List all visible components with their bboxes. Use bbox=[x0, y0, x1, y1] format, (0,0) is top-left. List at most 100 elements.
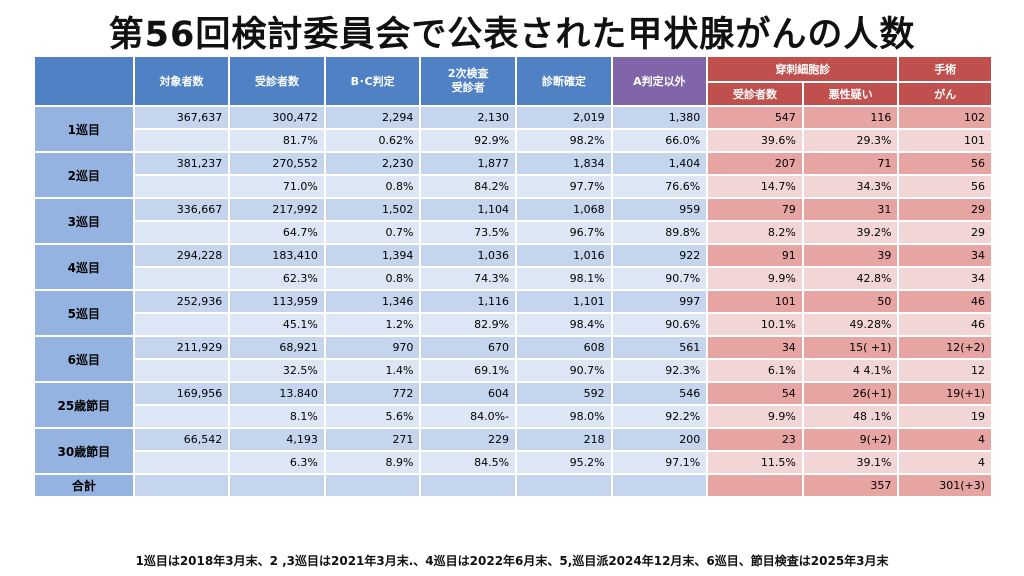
screening-table: 対象者数 受診者数 B･C判定 2次検査 受診者 診断確定 A判定以外 穿刺細胞… bbox=[33, 55, 993, 498]
rate-cell: 84.2% bbox=[421, 176, 516, 197]
count-cell: 670 bbox=[421, 337, 516, 358]
rate-cell: 82.9% bbox=[421, 314, 516, 335]
count-cell: 4 bbox=[899, 429, 991, 450]
count-cell: 26(+1) bbox=[803, 383, 898, 404]
rate-cell: 9.9% bbox=[708, 268, 802, 289]
count-cell: 79 bbox=[708, 199, 802, 220]
total-label: 合計 bbox=[35, 475, 133, 496]
rate-cell: 46 bbox=[899, 314, 991, 335]
count-cell: 1,036 bbox=[421, 245, 516, 266]
rate-cell: 45.1% bbox=[230, 314, 324, 335]
count-cell: 23 bbox=[708, 429, 802, 450]
count-cell: 561 bbox=[612, 337, 707, 358]
rate-cell: 98.0% bbox=[517, 406, 611, 427]
round-label: 4巡目 bbox=[35, 245, 133, 289]
count-cell: 1,394 bbox=[325, 245, 420, 266]
rate-cell: 98.2% bbox=[517, 130, 611, 151]
count-cell: 34 bbox=[708, 337, 802, 358]
count-cell: 270,552 bbox=[230, 153, 324, 174]
count-cell: 66,542 bbox=[134, 429, 229, 450]
count-cell: 1,346 bbox=[325, 291, 420, 312]
total-surgery: 301(+3) bbox=[899, 475, 991, 496]
total-malignant: 357 bbox=[803, 475, 898, 496]
count-cell: 102 bbox=[899, 107, 991, 128]
count-cell: 546 bbox=[612, 383, 707, 404]
count-cell: 604 bbox=[421, 383, 516, 404]
rate-cell: 84.5% bbox=[421, 452, 516, 473]
count-cell: 592 bbox=[517, 383, 611, 404]
count-cell: 29 bbox=[899, 199, 991, 220]
count-cell: 183,410 bbox=[230, 245, 324, 266]
rate-cell bbox=[134, 406, 229, 427]
rate-cell: 0.7% bbox=[325, 222, 420, 243]
table-row: 4巡目 294,228 183,410 1,394 1,036 1,016 922 91 39 3… bbox=[35, 245, 991, 289]
rate-cell: 39.1% bbox=[803, 452, 898, 473]
rate-cell: 29 bbox=[899, 222, 991, 243]
count-cell: 12(+2) bbox=[899, 337, 991, 358]
rate-cell: 73.5% bbox=[421, 222, 516, 243]
rate-cell: 92.9% bbox=[421, 130, 516, 151]
count-cell: 547 bbox=[708, 107, 802, 128]
total-empty-cell bbox=[325, 475, 420, 496]
total-empty-cell bbox=[421, 475, 516, 496]
count-cell: 1,101 bbox=[517, 291, 611, 312]
round-label: 6巡目 bbox=[35, 337, 133, 381]
rate-cell: 8.1% bbox=[230, 406, 324, 427]
rate-cell: 90.7% bbox=[517, 360, 611, 381]
table-row: 6巡目 211,929 68,921 970 670 608 561 34 15( +1) 12(… bbox=[35, 337, 991, 381]
count-cell: 772 bbox=[325, 383, 420, 404]
count-cell: 2,019 bbox=[517, 107, 611, 128]
rate-cell: 96.7% bbox=[517, 222, 611, 243]
count-cell: 1,104 bbox=[421, 199, 516, 220]
count-cell: 997 bbox=[612, 291, 707, 312]
count-cell: 46 bbox=[899, 291, 991, 312]
count-cell: 4,193 bbox=[230, 429, 324, 450]
round-label: 1巡目 bbox=[35, 107, 133, 151]
rate-cell bbox=[134, 268, 229, 289]
rate-cell: 101 bbox=[899, 130, 991, 151]
count-cell: 169,956 bbox=[134, 383, 229, 404]
header-fna-examinees: 受診者数 bbox=[708, 83, 802, 105]
header-secondary-exam: 2次検査 受診者 bbox=[421, 57, 516, 105]
rate-cell: 49.28% bbox=[803, 314, 898, 335]
rate-cell: 71.0% bbox=[230, 176, 324, 197]
rate-cell: 97.7% bbox=[517, 176, 611, 197]
total-empty-cell bbox=[612, 475, 707, 496]
header-row-top: 対象者数 受診者数 B･C判定 2次検査 受診者 診断確定 A判定以外 穿刺細胞… bbox=[35, 57, 991, 105]
rate-cell: 0.8% bbox=[325, 176, 420, 197]
header-secondary-exam-line1: 2次検査 bbox=[447, 67, 489, 80]
count-cell: 2,230 bbox=[325, 153, 420, 174]
round-label: 3巡目 bbox=[35, 199, 133, 243]
count-cell: 336,667 bbox=[134, 199, 229, 220]
round-label: 5巡目 bbox=[35, 291, 133, 335]
table-row: 3巡目 336,667 217,992 1,502 1,104 1,068 959 79 31 2… bbox=[35, 199, 991, 243]
rate-cell: 95.2% bbox=[517, 452, 611, 473]
rate-cell: 42.8% bbox=[803, 268, 898, 289]
rate-cell: 6.3% bbox=[230, 452, 324, 473]
count-cell: 56 bbox=[899, 153, 991, 174]
rate-cell: 0.62% bbox=[325, 130, 420, 151]
footnote: 1巡目は2018年3月末、2 ,3巡目は2021年3月末.、4巡目は2022年6… bbox=[135, 554, 889, 568]
rate-cell: 56 bbox=[899, 176, 991, 197]
rate-cell: 12 bbox=[899, 360, 991, 381]
rate-cell: 19 bbox=[899, 406, 991, 427]
count-cell: 101 bbox=[708, 291, 802, 312]
count-cell: 252,936 bbox=[134, 291, 229, 312]
rate-cell bbox=[134, 360, 229, 381]
page-title: 第56回検討委員会で公表された甲状腺がんの人数 bbox=[108, 15, 916, 55]
rate-cell: 0.8% bbox=[325, 268, 420, 289]
rate-cell: 64.7% bbox=[230, 222, 324, 243]
rate-cell: 10.1% bbox=[708, 314, 802, 335]
count-cell: 1,877 bbox=[421, 153, 516, 174]
count-cell: 1,016 bbox=[517, 245, 611, 266]
table-row: 1巡目 367,637 300,472 2,294 2,130 2,019 1,380 547… bbox=[35, 107, 991, 151]
rate-cell: 39.6% bbox=[708, 130, 802, 151]
rate-cell: 34.3% bbox=[803, 176, 898, 197]
table-row: 2巡目 381,237 270,552 2,230 1,877 1,834 1,404 207… bbox=[35, 153, 991, 197]
rate-cell: 14.7% bbox=[708, 176, 802, 197]
count-cell: 39 bbox=[803, 245, 898, 266]
rate-cell: 62.3% bbox=[230, 268, 324, 289]
total-empty-cell bbox=[230, 475, 324, 496]
count-cell: 116 bbox=[803, 107, 898, 128]
header-target-count: 対象者数 bbox=[134, 57, 229, 105]
